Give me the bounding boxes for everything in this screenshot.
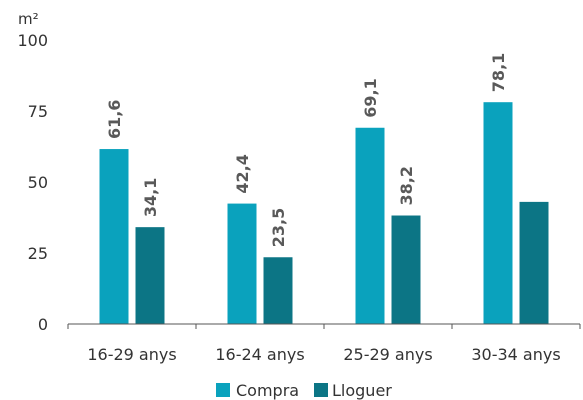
legend-swatch-lloguer [314,383,328,397]
data-label-compra-3: 78,1 [489,53,508,92]
x-category-label: 16-24 anys [215,345,304,364]
y-tick-label: 75 [28,102,48,121]
bar-compra-3 [483,102,513,324]
x-axis-labels: 16-29 anys 16-24 anys 25-29 anys 30-34 anys [87,345,560,364]
data-label-compra-0: 61,6 [105,100,124,139]
y-tick-label: 100 [17,31,48,50]
y-tick-label: 25 [28,244,48,263]
y-tick-label: 50 [28,173,48,192]
bar-compra-1 [227,203,257,324]
data-label-compra-2: 69,1 [361,78,380,117]
y-tick-label: 0 [38,315,48,334]
data-label-lloguer-1: 23,5 [269,208,288,247]
data-label-lloguer-2: 38,2 [397,166,416,205]
legend-swatch-compra [216,383,230,397]
data-label-compra-1: 42,4 [233,154,252,193]
x-axis-ticks [67,324,581,329]
legend-label-compra: Compra [236,381,299,400]
bar-lloguer-2 [391,215,421,324]
x-category-label: 25-29 anys [343,345,432,364]
y-axis-ticks: 0 25 50 75 100 [17,31,48,334]
x-category-label: 16-29 anys [87,345,176,364]
bar-lloguer-1 [263,257,293,324]
y-unit-label: m² [18,10,39,28]
bar-lloguer-3 [519,201,549,324]
bars-group [99,102,549,324]
legend: Compra Lloguer [216,381,392,400]
x-category-label: 30-34 anys [471,345,560,364]
data-labels-group: 61,6 42,4 69,1 78,1 34,1 23,5 38,2 [105,53,508,248]
bar-compra-2 [355,127,385,324]
data-label-lloguer-0: 34,1 [141,178,160,217]
bar-lloguer-0 [135,227,165,324]
legend-label-lloguer: Lloguer [332,381,392,400]
bar-compra-0 [99,149,129,324]
